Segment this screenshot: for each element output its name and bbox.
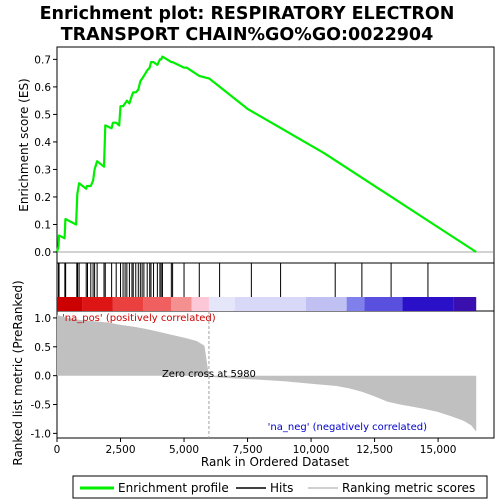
es-panel xyxy=(56,46,495,264)
es-tick-label: 0.6 xyxy=(34,82,51,94)
x-tick-label: 0 xyxy=(54,444,61,456)
colorbar-segment xyxy=(191,297,209,311)
colorbar-segment xyxy=(305,297,347,311)
colorbar xyxy=(57,297,477,311)
colorbar-segment xyxy=(346,297,365,311)
metric-tick-label: 0.5 xyxy=(34,342,51,354)
x-tick-label: 5,000 xyxy=(169,444,199,456)
es-tick-label: 0.3 xyxy=(34,164,51,176)
es-layer xyxy=(55,55,494,253)
es-tick-label: 0.4 xyxy=(34,137,51,149)
colorbar-segment xyxy=(171,297,192,311)
legend-hits-label: Hits xyxy=(270,481,293,495)
title-line-2: TRANSPORT CHAIN%GO%GO:0022904 xyxy=(61,25,434,45)
es-tick-label: 0.7 xyxy=(34,54,51,66)
metric-tick-label: 1.0 xyxy=(34,313,51,325)
es-tick-label: 0.2 xyxy=(34,192,51,204)
colorbar-segment xyxy=(453,297,477,311)
colorbar-segment xyxy=(402,297,454,311)
neg-label: 'na_neg' (negatively correlated) xyxy=(268,422,427,433)
colorbar-segment xyxy=(364,297,403,311)
hits-layer xyxy=(58,263,429,298)
x-tick-label: 12,500 xyxy=(356,444,393,456)
zero-cross-label: Zero cross at 5980 xyxy=(162,369,256,380)
title-line-1: Enrichment plot: RESPIRATORY ELECTRON xyxy=(40,4,455,24)
legend-box xyxy=(72,475,488,499)
es-tick-label: 0.1 xyxy=(34,219,51,231)
metric-tick-label: -1.0 xyxy=(31,428,52,440)
metric-layer xyxy=(57,311,477,438)
legend-es-label: Enrichment profile xyxy=(118,481,229,495)
axes-layer: 0.0 0.1 0.2 0.3 0.4 0.5 0.6 0.7 1.0 0.5 0.0 -0.5 -1.… xyxy=(31,54,457,456)
es-tick-label: 0.5 xyxy=(34,109,51,121)
colorbar-segment xyxy=(57,297,83,311)
x-tick-label: 2,500 xyxy=(105,444,135,456)
colorbar-segment xyxy=(234,297,306,311)
legend: Enrichment profile Hits Ranking metric s… xyxy=(72,475,488,499)
metric-y-axis-label: Ranked list metric (PreRanked) xyxy=(11,280,25,465)
metric-tick-label: 0.0 xyxy=(34,371,51,383)
colorbar-segment xyxy=(143,297,172,311)
legend-metric-label: Ranking metric scores xyxy=(342,481,475,495)
colorbar-segment xyxy=(208,297,235,311)
es-y-axis-label: Enrichment score (ES) xyxy=(17,78,31,211)
metric-area xyxy=(57,315,477,432)
pos-label: 'na_pos' (positively correlated) xyxy=(62,313,216,324)
x-axis-label: Rank in Ordered Dataset xyxy=(201,455,349,469)
metric-tick-label: -0.5 xyxy=(31,400,52,412)
x-tick-label: 10,000 xyxy=(293,444,330,456)
x-tick-label: 15,000 xyxy=(420,444,457,456)
es-tick-label: 0.0 xyxy=(34,247,51,259)
es-curve xyxy=(55,55,477,253)
x-tick-label: 7,500 xyxy=(233,444,263,456)
colorbar-segment xyxy=(82,297,113,311)
colorbar-segment xyxy=(112,297,144,311)
